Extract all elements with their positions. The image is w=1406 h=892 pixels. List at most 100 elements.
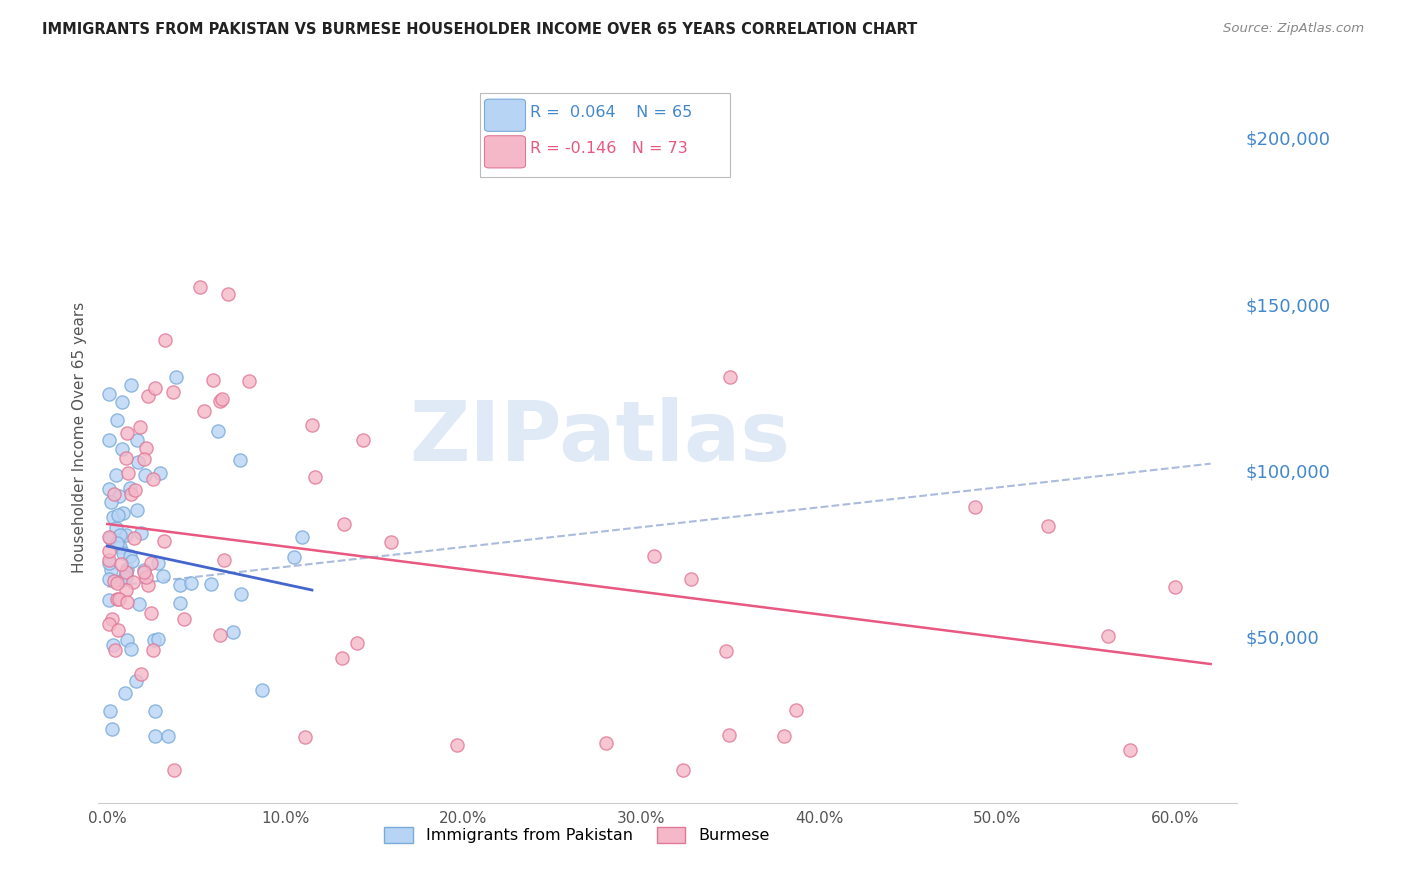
FancyBboxPatch shape [485,99,526,131]
Point [100,495,122,509]
Point [114,582,136,597]
Point [208,628,231,642]
Point [229,586,252,600]
Point [115,566,138,580]
Text: Source: ZipAtlas.com: Source: ZipAtlas.com [1223,22,1364,36]
Point [142,632,165,647]
Point [111,573,134,587]
Point [112,506,135,520]
Point [283,550,305,565]
Point [291,530,314,544]
Point [132,565,155,579]
Point [162,385,184,400]
Point [139,556,162,570]
Point [169,596,191,610]
Point [98,433,121,447]
Point [643,549,665,564]
Point [173,612,195,626]
Point [143,729,166,743]
Point [672,763,695,777]
Point [149,467,172,481]
Point [772,729,794,743]
Point [110,557,132,571]
Text: IMMIGRANTS FROM PAKISTAN VS BURMESE HOUSEHOLDER INCOME OVER 65 YEARS CORRELATION: IMMIGRANTS FROM PAKISTAN VS BURMESE HOUS… [42,22,918,37]
Point [169,577,191,591]
Point [208,393,231,408]
Point [229,453,252,467]
Point [98,593,121,607]
Point [98,617,121,632]
Point [104,643,127,657]
Point [207,424,229,438]
Point [294,730,316,744]
Point [115,562,138,576]
FancyBboxPatch shape [479,94,731,178]
Point [238,374,260,388]
Point [108,540,131,554]
Point [120,642,142,657]
Point [193,404,215,418]
Point [129,667,152,681]
Point [100,563,122,577]
Point [718,370,741,384]
Point [180,575,202,590]
Point [136,578,159,592]
Point [152,568,174,582]
Point [115,570,138,584]
Point [107,623,129,637]
Point [718,728,741,742]
Point [110,528,132,542]
Point [121,554,143,568]
Point [330,651,353,665]
Point [142,642,165,657]
Point [98,530,121,544]
Point [139,606,162,620]
Point [120,378,142,392]
Point [125,503,148,517]
Point [211,392,233,406]
Point [1119,743,1142,757]
Point [111,395,134,409]
FancyBboxPatch shape [485,136,526,168]
Point [143,381,166,395]
Point [201,373,224,387]
Point [1097,629,1119,643]
Point [1164,580,1187,594]
Point [1036,518,1059,533]
Point [108,489,131,503]
Point [132,563,155,577]
Point [98,572,121,586]
Point [98,482,121,496]
Point [104,521,127,535]
Point [120,487,142,501]
Point [103,487,125,501]
Point [115,528,138,542]
Point [98,544,121,558]
Point [142,472,165,486]
Point [146,556,169,570]
Point [120,549,142,564]
Point [121,575,143,590]
Point [107,508,129,522]
Point [200,577,222,591]
Point [111,442,134,456]
Point [222,625,245,640]
Point [103,574,125,589]
Point [153,333,176,347]
Point [101,612,124,626]
Point [153,533,176,548]
Point [129,526,152,541]
Point [217,287,239,301]
Point [98,704,121,718]
Point [98,553,121,567]
Point [132,452,155,467]
Point [125,674,148,689]
Point [346,636,368,650]
Point [134,468,156,483]
Point [135,570,157,584]
Point [115,595,138,609]
Text: R = -0.146   N = 73: R = -0.146 N = 73 [530,142,688,156]
Point [117,466,139,480]
Point [148,632,170,646]
Point [157,729,180,743]
